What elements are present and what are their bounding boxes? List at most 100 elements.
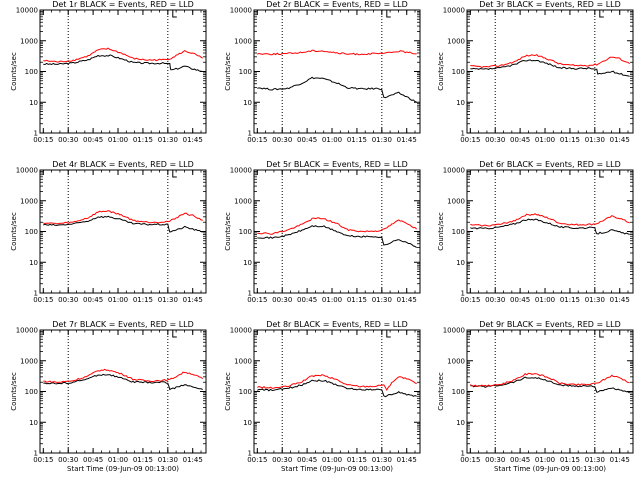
x-tick-label: 00:30: [58, 456, 78, 464]
x-tick-label: 01:45: [183, 456, 203, 464]
x-tick-label: 00:15: [460, 456, 480, 464]
y-tick-label: 1: [461, 130, 465, 138]
panel-title: Det 1r BLACK = Events, RED = LLD: [52, 0, 194, 9]
y-tick-label: 100: [452, 228, 465, 236]
y-tick-label: 1: [248, 130, 252, 138]
y-tick-label: 10: [243, 99, 252, 107]
x-tick-label: 01:00: [535, 456, 555, 464]
bracket-marker: [172, 10, 177, 18]
bracket-marker: [386, 10, 391, 18]
y-axis-label: Counts/sec: [10, 372, 18, 411]
y-axis-label: Counts/sec: [224, 52, 232, 91]
y-tick-label: 10000: [230, 327, 252, 335]
y-axis-label: Counts/sec: [437, 52, 445, 91]
x-tick-label: 01:45: [610, 456, 630, 464]
x-tick-label: 01:15: [133, 456, 153, 464]
x-tick-label: 01:00: [535, 136, 555, 144]
bracket-marker: [386, 170, 391, 178]
y-tick-label: 10000: [230, 167, 252, 175]
y-tick-label: 10000: [230, 7, 252, 15]
x-tick-label: 01:15: [560, 456, 580, 464]
lld-series-line: [43, 210, 203, 225]
events-series-line: [470, 376, 630, 394]
y-tick-label: 10000: [16, 327, 38, 335]
y-tick-label: 1: [248, 290, 252, 298]
y-axis-label: Counts/sec: [10, 52, 18, 91]
bracket-marker: [172, 170, 177, 178]
plot-frame: [39, 169, 207, 294]
x-tick-label: 01:15: [133, 136, 153, 144]
y-tick-label: 100: [239, 68, 252, 76]
lld-series-line: [257, 49, 417, 56]
y-tick-label: 1000: [447, 37, 465, 45]
events-series-line: [43, 215, 203, 233]
detector-panel: Det 8r BLACK = Events, RED = LLD 1 10 100 10…: [224, 320, 421, 473]
y-tick-label: 100: [452, 68, 465, 76]
x-tick-label: 00:45: [297, 456, 317, 464]
detector-panel: Det 1r BLACK = Events, RED = LLD 1 10 100 10…: [10, 0, 207, 144]
y-tick-label: 100: [25, 388, 38, 396]
x-tick-label: 00:15: [247, 136, 267, 144]
y-tick-label: 100: [25, 228, 38, 236]
x-tick-label: 00:45: [510, 136, 530, 144]
panel-title: Det 5r BLACK = Events, RED = LLD: [266, 160, 408, 169]
events-series-line: [470, 59, 630, 77]
x-tick-label: 01:45: [397, 136, 417, 144]
y-tick-label: 1000: [447, 357, 465, 365]
x-axis-label: Start Time (09-Jun-09 00:13:00): [281, 465, 393, 473]
events-series-line: [257, 225, 417, 249]
x-tick-label: 00:30: [58, 136, 78, 144]
y-tick-label: 1: [461, 290, 465, 298]
x-tick-label: 00:45: [83, 136, 103, 144]
x-tick-label: 01:00: [322, 456, 342, 464]
y-tick-label: 10: [243, 259, 252, 267]
plot-frame: [39, 9, 207, 134]
y-tick-label: 10000: [443, 327, 465, 335]
panel-title: Det 3r BLACK = Events, RED = LLD: [479, 0, 621, 9]
y-axis-label: Counts/sec: [224, 372, 232, 411]
x-tick-label: 01:30: [372, 296, 392, 304]
y-tick-label: 1000: [234, 357, 252, 365]
panel-title: Det 8r BLACK = Events, RED = LLD: [266, 320, 408, 329]
x-axis-label: Start Time (09-Jun-09 00:13:00): [494, 465, 606, 473]
plot-frame: [39, 329, 207, 454]
lld-series-line: [257, 217, 418, 235]
lld-series-line: [43, 368, 204, 384]
x-tick-label: 01:30: [585, 456, 605, 464]
y-tick-label: 10: [29, 259, 38, 267]
x-tick-label: 00:15: [33, 136, 53, 144]
x-tick-label: 00:30: [485, 136, 505, 144]
events-series-line: [257, 76, 417, 103]
x-tick-label: 00:30: [272, 296, 292, 304]
x-tick-label: 01:30: [585, 136, 605, 144]
bracket-marker: [386, 330, 391, 338]
x-tick-label: 01:15: [133, 296, 153, 304]
y-tick-label: 1000: [20, 37, 38, 45]
x-tick-label: 01:30: [158, 136, 178, 144]
x-tick-label: 01:15: [347, 296, 367, 304]
x-tick-label: 01:00: [322, 136, 342, 144]
bracket-marker: [172, 330, 177, 338]
x-tick-label: 00:45: [83, 296, 103, 304]
x-tick-label: 01:00: [535, 296, 555, 304]
y-tick-label: 10: [29, 419, 38, 427]
y-tick-label: 10: [29, 99, 38, 107]
y-tick-label: 10000: [16, 7, 38, 15]
x-tick-label: 00:30: [272, 456, 292, 464]
plot-frame: [253, 329, 421, 454]
x-tick-label: 01:30: [158, 456, 178, 464]
bracket-marker: [599, 10, 604, 18]
y-tick-label: 1: [34, 130, 38, 138]
y-tick-label: 10: [456, 99, 465, 107]
x-tick-label: 01:45: [610, 296, 630, 304]
x-tick-label: 01:45: [183, 136, 203, 144]
detector-panel: Det 3r BLACK = Events, RED = LLD 1 10 100 10…: [437, 0, 634, 144]
y-tick-label: 1000: [20, 357, 38, 365]
x-tick-label: 01:00: [108, 296, 128, 304]
x-tick-label: 01:30: [372, 136, 392, 144]
x-tick-label: 00:30: [58, 296, 78, 304]
lld-series-line: [43, 47, 203, 63]
events-series-line: [43, 54, 203, 72]
y-tick-label: 10: [456, 419, 465, 427]
x-tick-label: 00:45: [83, 456, 103, 464]
